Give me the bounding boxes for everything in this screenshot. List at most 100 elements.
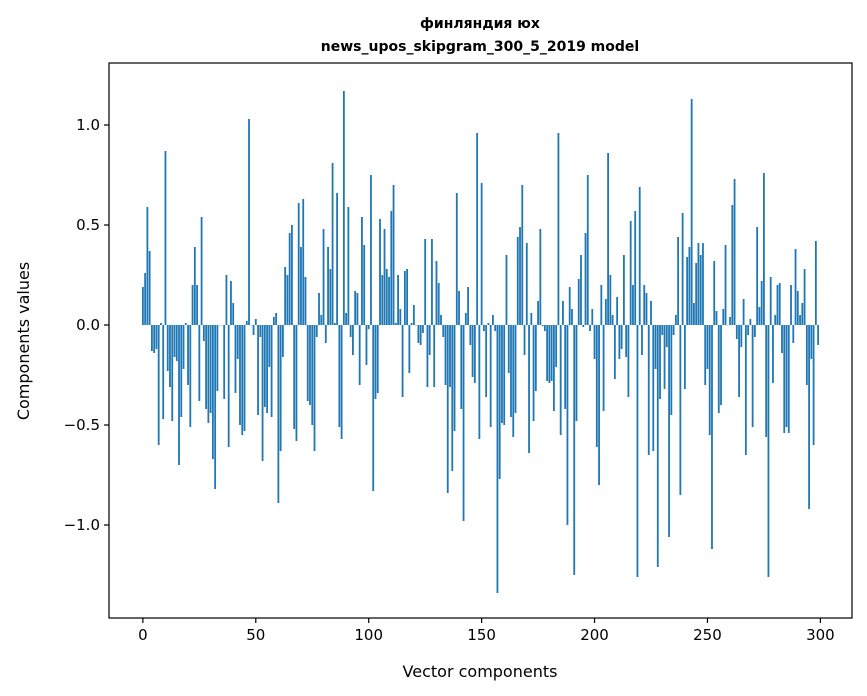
bar-189 xyxy=(568,287,571,325)
bar-36 xyxy=(223,325,226,399)
bar-91 xyxy=(347,207,350,325)
bar-299 xyxy=(817,325,820,345)
bar-132 xyxy=(440,315,442,325)
bar-79 xyxy=(320,315,323,325)
bar-76 xyxy=(313,325,316,451)
bar-141 xyxy=(460,325,463,409)
bar-1 xyxy=(144,273,147,325)
bar-90 xyxy=(345,313,348,325)
bar-218 xyxy=(634,211,637,325)
bar-139 xyxy=(455,193,458,325)
bar-245 xyxy=(695,263,698,325)
bar-243 xyxy=(690,99,693,325)
bar-166 xyxy=(516,237,519,325)
bar-20 xyxy=(187,325,189,385)
bar-211 xyxy=(618,325,621,359)
bar-292 xyxy=(801,303,804,325)
bar-262 xyxy=(733,179,736,325)
bar-167 xyxy=(519,227,521,325)
bar-221 xyxy=(641,325,643,355)
bar-267 xyxy=(744,325,747,455)
bar-113 xyxy=(397,275,399,325)
bar-271 xyxy=(753,325,756,337)
bar-18 xyxy=(182,325,185,369)
bar-204 xyxy=(602,325,605,411)
bar-156 xyxy=(494,325,497,331)
bar-209 xyxy=(613,325,616,379)
bar-241 xyxy=(686,257,689,325)
bar-155 xyxy=(492,315,494,325)
bar-154 xyxy=(489,325,492,427)
x-axis-label: Vector components xyxy=(403,662,558,681)
bar-15 xyxy=(175,325,178,361)
bar-46 xyxy=(245,321,248,325)
x-tick-label: 100 xyxy=(354,626,383,644)
bar-110 xyxy=(390,211,393,325)
bar-98 xyxy=(363,245,366,325)
bar-220 xyxy=(638,187,641,325)
bar-290 xyxy=(796,291,799,325)
bar-254 xyxy=(715,311,718,325)
bar-37 xyxy=(225,275,228,325)
bar-263 xyxy=(735,325,738,339)
bar-272 xyxy=(756,227,759,325)
bar-206 xyxy=(607,153,610,325)
bar-13 xyxy=(171,325,174,421)
bar-176 xyxy=(539,229,542,325)
bar-86 xyxy=(336,193,338,325)
bar-269 xyxy=(749,319,752,325)
bar-190 xyxy=(571,309,573,325)
bar-264 xyxy=(738,325,740,397)
bar-101 xyxy=(370,175,372,325)
bar-152 xyxy=(485,325,488,397)
bar-279 xyxy=(772,325,774,383)
bar-143 xyxy=(464,313,467,325)
bar-293 xyxy=(803,269,806,325)
bar-229 xyxy=(659,325,661,399)
bar-296 xyxy=(810,325,813,359)
x-tick-label: 250 xyxy=(693,626,722,644)
bar-216 xyxy=(629,221,632,325)
bar-140 xyxy=(458,291,460,325)
bar-171 xyxy=(528,325,530,453)
bar-61 xyxy=(279,325,282,451)
y-axis: −1.0 −0.5 0.0 0.5 1.0 xyxy=(64,116,109,534)
bar-237 xyxy=(677,237,680,325)
bar-56 xyxy=(268,325,271,367)
bar-70 xyxy=(300,247,302,325)
bar-153 xyxy=(487,323,490,325)
bar-49 xyxy=(252,325,255,335)
bar-255 xyxy=(717,325,720,413)
y-tick-label: −1.0 xyxy=(64,516,100,534)
bar-223 xyxy=(645,293,648,325)
bar-214 xyxy=(625,325,628,357)
bar-74 xyxy=(309,325,311,405)
bar-273 xyxy=(758,307,761,325)
bar-107 xyxy=(383,229,386,325)
bar-117 xyxy=(406,269,409,325)
bar-7 xyxy=(157,325,160,445)
bar-160 xyxy=(503,325,506,425)
bar-24 xyxy=(196,285,198,325)
bar-118 xyxy=(408,325,411,373)
bar-240 xyxy=(683,325,686,389)
bar-149 xyxy=(478,325,481,439)
bar-81 xyxy=(324,325,327,343)
bar-39 xyxy=(230,281,232,325)
bar-298 xyxy=(814,241,817,325)
bar-0 xyxy=(141,287,144,325)
bar-208 xyxy=(611,315,614,325)
bar-99 xyxy=(365,325,368,365)
bar-124 xyxy=(422,325,424,333)
bar-52 xyxy=(259,325,262,337)
bar-165 xyxy=(514,325,517,413)
bar-126 xyxy=(426,325,429,387)
bar-22 xyxy=(191,285,194,325)
bar-65 xyxy=(288,233,291,325)
bar-80 xyxy=(322,229,325,325)
y-tick-label: −0.5 xyxy=(64,416,100,434)
bar-142 xyxy=(462,325,465,521)
bar-193 xyxy=(577,279,580,325)
bar-114 xyxy=(399,309,402,325)
bar-122 xyxy=(417,325,420,343)
